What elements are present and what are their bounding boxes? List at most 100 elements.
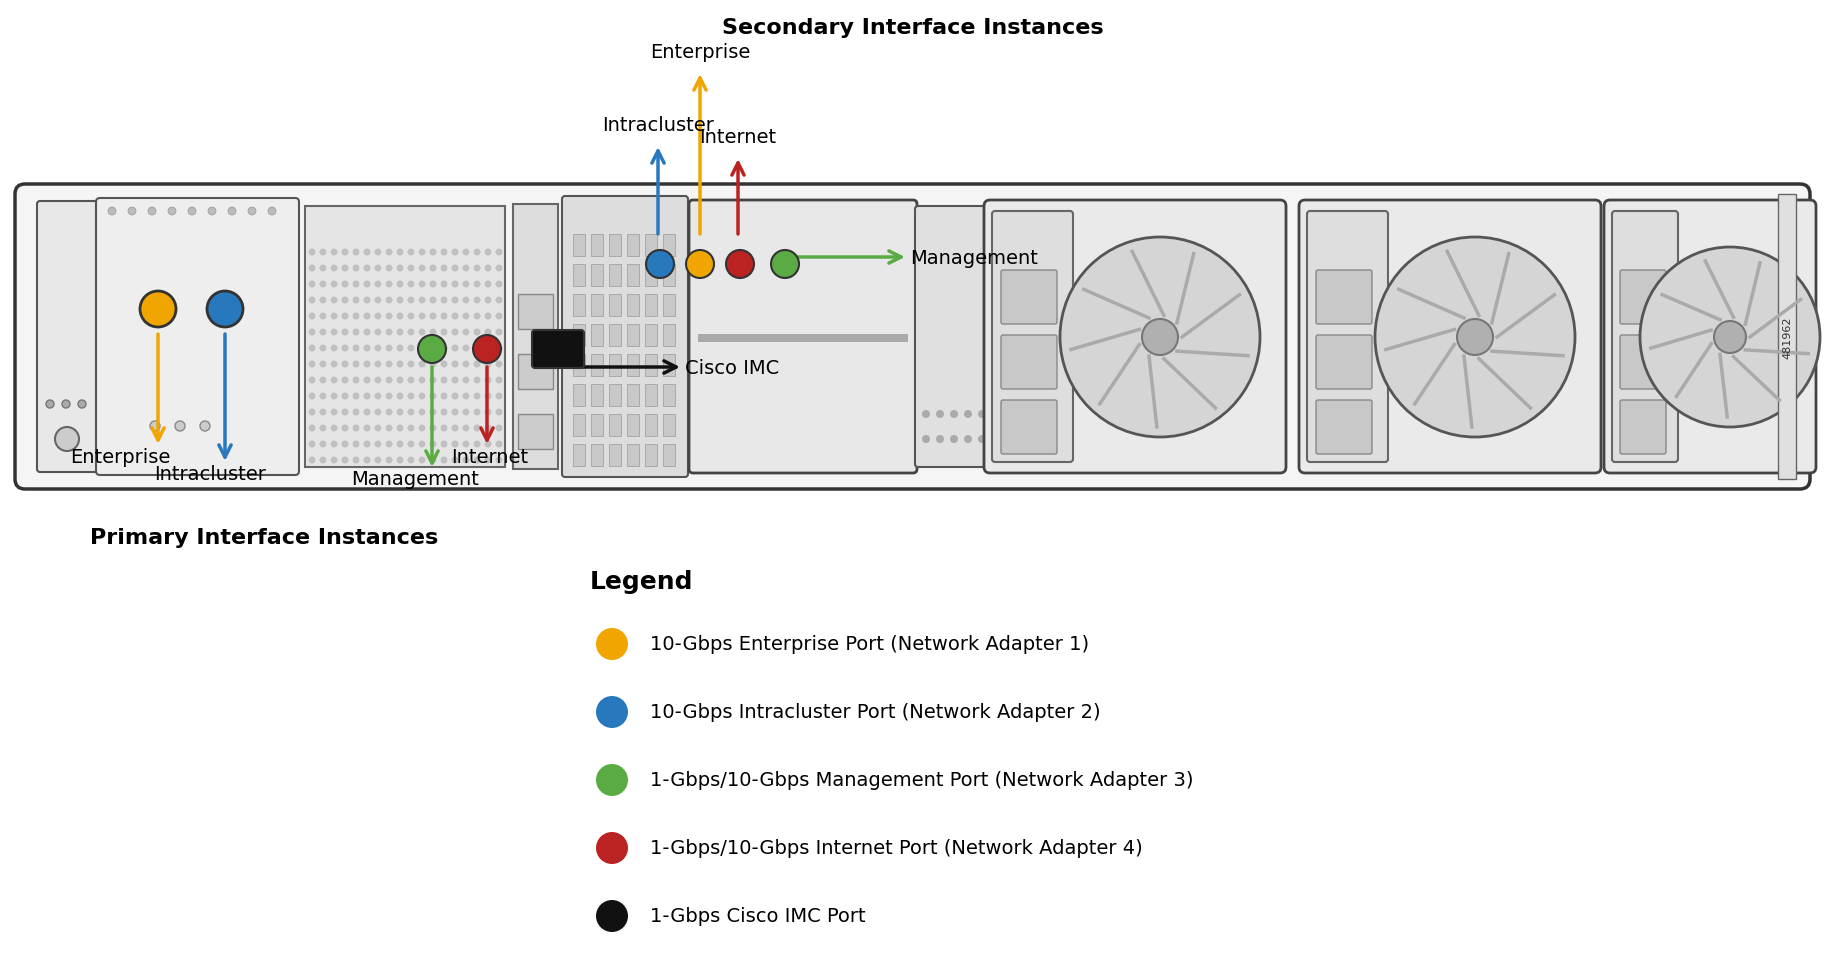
Circle shape xyxy=(474,361,480,368)
Bar xyxy=(627,325,638,347)
Circle shape xyxy=(408,281,415,288)
Text: Internet: Internet xyxy=(452,448,528,466)
Circle shape xyxy=(441,457,448,464)
Bar xyxy=(646,325,657,347)
Circle shape xyxy=(352,457,360,464)
Circle shape xyxy=(375,249,382,256)
Bar xyxy=(609,415,622,437)
Circle shape xyxy=(63,400,70,409)
Circle shape xyxy=(963,435,972,444)
Bar xyxy=(662,415,675,437)
FancyBboxPatch shape xyxy=(915,206,1002,467)
Bar xyxy=(590,295,603,317)
Bar xyxy=(697,334,908,343)
Circle shape xyxy=(168,207,175,216)
Circle shape xyxy=(441,425,448,432)
Circle shape xyxy=(430,281,437,288)
FancyBboxPatch shape xyxy=(531,330,585,368)
Circle shape xyxy=(330,425,338,432)
Bar xyxy=(627,385,638,407)
Circle shape xyxy=(441,361,448,368)
Circle shape xyxy=(375,281,382,288)
Bar xyxy=(662,295,675,317)
Circle shape xyxy=(485,297,491,304)
Circle shape xyxy=(441,249,448,256)
Circle shape xyxy=(935,411,945,419)
Circle shape xyxy=(452,281,459,288)
Circle shape xyxy=(308,313,315,320)
Circle shape xyxy=(352,281,360,288)
Circle shape xyxy=(319,329,327,336)
Circle shape xyxy=(474,409,480,416)
Bar xyxy=(574,265,585,287)
Bar xyxy=(646,385,657,407)
Circle shape xyxy=(430,393,437,400)
Circle shape xyxy=(363,361,371,368)
Circle shape xyxy=(419,249,426,256)
Bar xyxy=(574,355,585,377)
Circle shape xyxy=(463,441,469,448)
Circle shape xyxy=(419,297,426,304)
Circle shape xyxy=(207,292,244,328)
Bar xyxy=(574,234,585,257)
Bar xyxy=(627,295,638,317)
Circle shape xyxy=(330,361,338,368)
Circle shape xyxy=(330,313,338,320)
Circle shape xyxy=(408,409,415,416)
Bar xyxy=(662,325,675,347)
Circle shape xyxy=(140,292,175,328)
Bar xyxy=(574,295,585,317)
Circle shape xyxy=(330,345,338,352)
Circle shape xyxy=(463,393,469,400)
Circle shape xyxy=(341,425,349,432)
Circle shape xyxy=(330,329,338,336)
Circle shape xyxy=(441,266,448,272)
Circle shape xyxy=(441,345,448,352)
Circle shape xyxy=(386,393,393,400)
Circle shape xyxy=(496,266,502,272)
Bar xyxy=(574,385,585,407)
Circle shape xyxy=(474,281,480,288)
Text: 10-Gbps Enterprise Port (Network Adapter 1): 10-Gbps Enterprise Port (Network Adapter… xyxy=(649,635,1089,654)
Bar xyxy=(646,265,657,287)
Circle shape xyxy=(452,377,459,384)
Circle shape xyxy=(363,266,371,272)
Circle shape xyxy=(1142,320,1177,356)
Circle shape xyxy=(375,393,382,400)
Circle shape xyxy=(463,425,469,432)
Circle shape xyxy=(452,393,459,400)
FancyBboxPatch shape xyxy=(1613,212,1677,462)
Circle shape xyxy=(935,435,945,444)
FancyBboxPatch shape xyxy=(1306,212,1387,462)
Circle shape xyxy=(474,297,480,304)
Circle shape xyxy=(485,425,491,432)
Circle shape xyxy=(397,329,404,336)
Circle shape xyxy=(646,251,673,279)
Bar xyxy=(304,206,506,467)
FancyBboxPatch shape xyxy=(1299,201,1601,474)
Circle shape xyxy=(485,441,491,448)
Circle shape xyxy=(352,329,360,336)
Circle shape xyxy=(408,266,415,272)
Circle shape xyxy=(419,377,426,384)
Circle shape xyxy=(375,457,382,464)
Circle shape xyxy=(341,266,349,272)
Circle shape xyxy=(408,313,415,320)
Circle shape xyxy=(452,266,459,272)
Circle shape xyxy=(397,266,404,272)
Circle shape xyxy=(430,297,437,304)
Circle shape xyxy=(452,249,459,256)
Circle shape xyxy=(397,249,404,256)
Circle shape xyxy=(341,281,349,288)
Circle shape xyxy=(397,297,404,304)
Circle shape xyxy=(175,422,184,431)
Circle shape xyxy=(452,313,459,320)
Circle shape xyxy=(441,329,448,336)
Circle shape xyxy=(208,207,216,216)
Circle shape xyxy=(452,345,459,352)
Bar xyxy=(662,385,675,407)
Bar xyxy=(662,355,675,377)
FancyBboxPatch shape xyxy=(1620,335,1666,390)
Circle shape xyxy=(149,422,161,431)
Circle shape xyxy=(430,441,437,448)
